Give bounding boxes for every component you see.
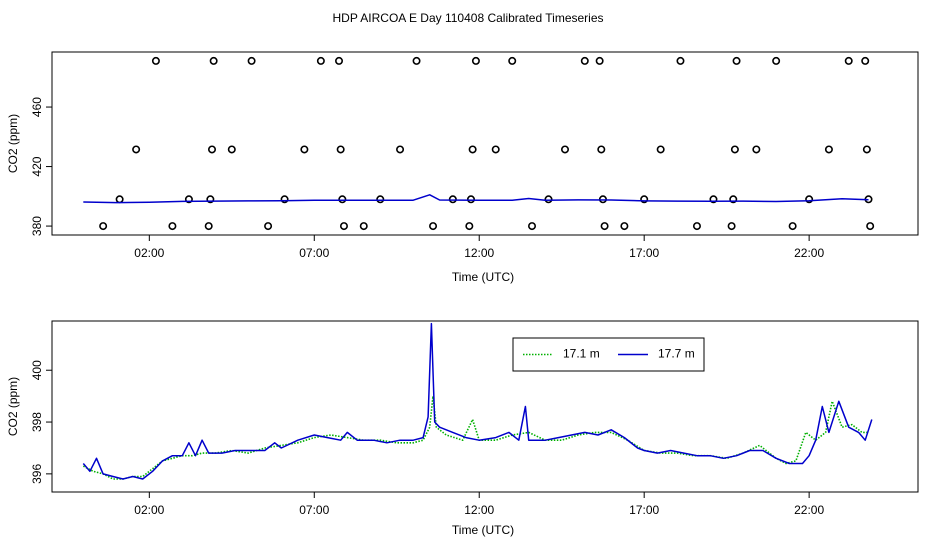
panel2-y-tick-label: 400	[30, 360, 44, 380]
panel1-data-point	[752, 145, 761, 154]
panel1-data-point	[788, 222, 797, 231]
panel1-data-point	[206, 195, 215, 204]
panel1-data-point	[132, 145, 141, 154]
panel2-y-axis-label: CO2 (ppm)	[6, 377, 20, 436]
panel2-x-tick-label: 12:00	[464, 503, 494, 517]
panel1-data-point	[595, 56, 604, 65]
panel1-data-point	[491, 145, 500, 154]
panel1-data-point	[561, 145, 570, 154]
panel1-data-point	[508, 56, 517, 65]
panel1-data-point	[656, 145, 665, 154]
panel1-data-point	[600, 222, 609, 231]
panel1-plot-frame	[51, 51, 919, 236]
panel1-data-point	[359, 222, 368, 231]
panel1-data-point	[730, 145, 739, 154]
panel1-data-point	[335, 56, 344, 65]
panel1-data-point	[227, 145, 236, 154]
panel1-data-point	[396, 145, 405, 154]
panel1-y-tick-label: 460	[30, 97, 44, 117]
panel1-y-tick-label: 380	[30, 216, 44, 236]
panel2-legend-label: 17.7 m	[658, 347, 695, 361]
panel1-data-point	[805, 195, 814, 204]
panel1-data-point	[597, 145, 606, 154]
panel1-data-point	[544, 195, 553, 204]
panel1-data-point	[732, 56, 741, 65]
panel1-y-axis-label: CO2 (ppm)	[6, 114, 20, 173]
panel2-y-tick-label: 398	[30, 412, 44, 432]
panel1-data-point	[247, 56, 256, 65]
panel1-data-point	[862, 145, 871, 154]
panel1-data-point	[640, 195, 649, 204]
panel1-data-point	[580, 56, 589, 65]
panel2-x-tick-label: 02:00	[134, 503, 164, 517]
panel1-data-point	[264, 222, 273, 231]
panel1-data-point	[376, 195, 385, 204]
panel1-x-tick-label: 12:00	[464, 246, 494, 260]
panel2-series-line-1	[82, 395, 869, 480]
panel1-data-point	[429, 222, 438, 231]
panel1-data-point	[300, 145, 309, 154]
panel1-data-point	[676, 56, 685, 65]
panel1-data-point	[115, 195, 124, 204]
panel1-y-tick-label: 420	[30, 156, 44, 176]
panel1-data-point	[336, 145, 345, 154]
panel1-data-point	[339, 222, 348, 231]
panel1-data-point	[465, 222, 474, 231]
panel1-data-point	[709, 195, 718, 204]
panel1-data-point	[280, 195, 289, 204]
panel1-data-point	[184, 195, 193, 204]
panel1-x-axis-label: Time (UTC)	[452, 270, 514, 284]
panel1-data-point	[204, 222, 213, 231]
panel1-data-point	[468, 145, 477, 154]
panel1-data-point	[772, 56, 781, 65]
panel1-data-point	[466, 195, 475, 204]
panel1-data-point	[866, 222, 875, 231]
panel2-x-axis-label: Time (UTC)	[452, 523, 514, 537]
panel1-data-point	[151, 56, 160, 65]
panel2-y-tick-label: 396	[30, 464, 44, 484]
panel1-data-point	[99, 222, 108, 231]
panel1-data-point	[316, 56, 325, 65]
panel1-data-point	[168, 222, 177, 231]
panel1-data-point	[620, 222, 629, 231]
panel1-x-tick-label: 17:00	[629, 246, 659, 260]
panel1-data-point	[412, 56, 421, 65]
panel2-x-tick-label: 17:00	[629, 503, 659, 517]
figure-title: HDP AIRCOA E Day 110408 Calibrated Times…	[332, 11, 603, 25]
panel1-x-tick-label: 02:00	[134, 246, 164, 260]
panel1-data-point	[471, 56, 480, 65]
panel2-series-line-2	[82, 322, 873, 480]
panel2-x-tick-label: 22:00	[794, 503, 824, 517]
panel1-x-tick-label: 07:00	[299, 246, 329, 260]
panel1-data-point	[209, 56, 218, 65]
panel1-data-point	[861, 56, 870, 65]
panel1-data-point	[338, 195, 347, 204]
panel2-x-tick-label: 07:00	[299, 503, 329, 517]
panel1-data-point	[727, 222, 736, 231]
panel1-data-point	[448, 195, 457, 204]
panel1-data-point	[824, 145, 833, 154]
panel1-data-point	[729, 195, 738, 204]
panel1-x-tick-label: 22:00	[794, 246, 824, 260]
panel2-legend-label: 17.1 m	[563, 347, 600, 361]
panel1-series-line-2	[83, 194, 869, 204]
panel1-data-point	[692, 222, 701, 231]
panel1-data-point	[528, 222, 537, 231]
panel1-data-point	[208, 145, 217, 154]
panel2-plot-frame	[51, 320, 919, 493]
panel1-data-point	[844, 56, 853, 65]
